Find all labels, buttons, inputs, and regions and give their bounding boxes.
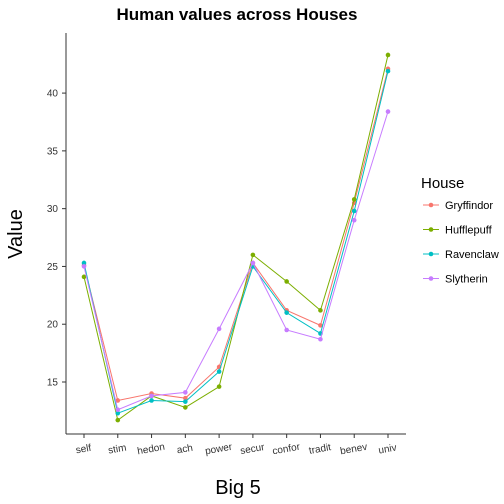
data-point-ravenclaw: [115, 410, 121, 416]
plot-area: [81, 52, 391, 423]
legend-item-slytherin: Slytherin: [423, 274, 488, 286]
series-slytherin: [81, 109, 391, 413]
data-point-slytherin: [318, 336, 323, 342]
x-axis: self stim hedon ach power secur confor tradit be…: [66, 433, 406, 458]
data-point-slytherin: [385, 109, 391, 114]
data-point-gryffindor: [318, 323, 323, 328]
x-tick-label-tradit: tradit: [308, 442, 332, 457]
x-tick-label-hedon: hedon: [136, 442, 165, 458]
data-point-gryffindor: [183, 395, 188, 401]
series-line-ravenclaw: [83, 71, 389, 414]
x-axis-title: Big 5: [215, 477, 261, 499]
data-point-slytherin: [115, 407, 121, 413]
legend-key-point: [428, 202, 434, 208]
data-point-hufflepuff: [385, 52, 391, 58]
data-point-hufflepuff: [115, 417, 121, 423]
series-line-slytherin: [83, 111, 389, 411]
legend-key-point: [428, 227, 434, 232]
data-point-hufflepuff: [318, 308, 323, 313]
legend-label: Ravenclaw: [445, 249, 499, 261]
legend-key-point: [428, 251, 434, 257]
data-point-slytherin: [216, 326, 222, 332]
legend-label: Slytherin: [445, 274, 488, 286]
legend-label: Gryffindor: [445, 200, 493, 212]
x-tick-label-power: power: [204, 442, 233, 458]
y-tick-label: 30: [47, 204, 59, 215]
data-point-hufflepuff: [284, 279, 289, 284]
legend-title: House: [421, 175, 464, 192]
x-tick-label-secur: secur: [239, 442, 266, 457]
y-tick-label: 35: [47, 146, 59, 157]
data-point-slytherin: [351, 217, 357, 223]
data-point-ravenclaw: [284, 310, 289, 315]
data-point-ravenclaw: [385, 68, 391, 74]
data-point-hufflepuff: [351, 197, 357, 202]
data-point-hufflepuff: [250, 252, 256, 258]
x-tick-label-confor: confor: [272, 442, 302, 458]
data-point-ravenclaw: [183, 399, 188, 404]
data-point-hufflepuff: [183, 405, 188, 410]
x-tick-label-ach: ach: [176, 443, 194, 457]
data-point-ravenclaw: [81, 260, 87, 266]
legend-item-gryffindor: Gryffindor: [423, 200, 493, 212]
y-axis: 15 20 25 30 35 40: [47, 33, 67, 434]
data-point-ravenclaw: [216, 369, 222, 374]
series-line-gryffindor: [83, 68, 389, 402]
legend-key-point: [428, 276, 434, 281]
series-hufflepuff: [81, 52, 391, 423]
x-tick-label-benev: benev: [339, 442, 368, 458]
data-point-slytherin: [81, 264, 87, 269]
y-tick-label: 40: [47, 89, 59, 100]
x-tick-label-univ: univ: [378, 443, 398, 457]
legend-item-hufflepuff: Hufflepuff: [423, 225, 493, 237]
data-point-ravenclaw: [149, 398, 154, 403]
legend-label: Hufflepuff: [445, 225, 493, 237]
data-point-hufflepuff: [216, 384, 222, 389]
data-point-slytherin: [183, 390, 188, 395]
y-tick-label: 25: [47, 262, 59, 273]
data-point-slytherin: [149, 393, 154, 399]
data-point-slytherin: [284, 327, 289, 333]
chart-title: Human values across Houses: [117, 5, 358, 24]
y-tick-label: 15: [47, 377, 59, 388]
legend: House Gryffindor Hufflepuff Ravenclaw Slyth…: [421, 175, 499, 286]
data-point-slytherin: [250, 260, 256, 266]
series-line-hufflepuff: [83, 54, 389, 421]
y-axis-title: Value: [5, 209, 27, 259]
data-point-hufflepuff: [81, 274, 87, 280]
data-point-ravenclaw: [351, 208, 357, 214]
x-tick-label-stim: stim: [107, 443, 127, 457]
x-tick-label-self: self: [75, 443, 92, 457]
legend-item-ravenclaw: Ravenclaw: [423, 249, 499, 261]
y-tick-label: 20: [47, 320, 59, 331]
data-point-gryffindor: [115, 398, 121, 403]
series-ravenclaw: [81, 68, 391, 416]
